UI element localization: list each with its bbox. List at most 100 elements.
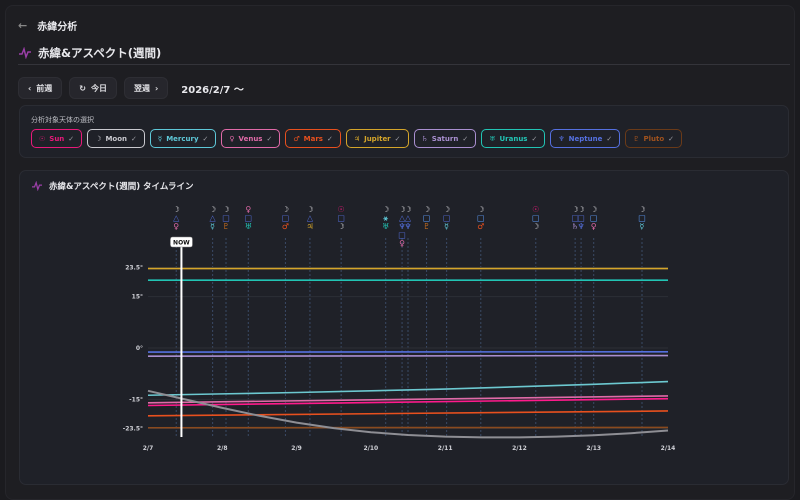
aspect-glyph: □: [337, 214, 345, 223]
body-chip-moon[interactable]: ☽ Moon ✓: [87, 129, 145, 148]
aspect-glyph: ☽: [209, 205, 216, 214]
selector-title: 分析対象天体の選択: [31, 116, 94, 124]
sun-symbol-icon: ☉: [39, 134, 46, 143]
aspect-glyph: △: [173, 214, 180, 223]
aspect-glyph: ♀: [173, 222, 179, 231]
aspect-glyph: ♆: [404, 222, 411, 231]
jupiter-symbol-icon: ♃: [353, 134, 361, 143]
x-tick-label: 2/13: [586, 445, 601, 452]
check-icon: ✓: [394, 134, 401, 143]
series-line-sun: [147, 397, 669, 407]
aspect-glyph: △: [307, 214, 314, 223]
breadcrumb: 赤緯分析: [37, 22, 78, 33]
aspect-glyph: ☉: [338, 205, 345, 214]
aspect-glyph: □: [571, 214, 579, 223]
series-line-mercury: [147, 380, 669, 397]
moon-symbol-icon: ☽: [95, 134, 102, 143]
aspect-glyph: ♅: [245, 222, 252, 231]
body-chip-sun[interactable]: ☉ Sun ✓: [31, 129, 83, 148]
aspect-glyph: ☽: [222, 205, 229, 214]
pluto-symbol-icon: ♇: [633, 134, 640, 143]
body-chip-label: Neptune: [568, 134, 603, 143]
date-range: 2026/2/7 〜: [181, 84, 244, 96]
next-week-label: 翌週: [134, 83, 150, 93]
aspect-glyph: □: [423, 214, 431, 223]
aspect-glyph: ☽: [398, 205, 405, 214]
venus-symbol-icon: ♀: [229, 134, 235, 143]
aspect-glyph: ♂: [477, 222, 484, 231]
aspect-glyph: ♄: [572, 222, 579, 231]
aspect-glyph: ☽: [572, 205, 579, 214]
body-chip-list: ☉ Sun ✓ ☽ Moon ✓ ☿ Mercury ✓ ♀ Venus ✓ ♂ Mars ✓ ♃ Jupite…: [31, 129, 683, 148]
aspect-glyph: ♇: [222, 222, 229, 231]
aspect-glyph: ♀: [399, 239, 405, 248]
body-selector-panel: 分析対象天体の選択 ☉ Sun ✓ ☽ Moon ✓ ☿ Mercury ✓ ♀ Venus ✓ ♂ Ma…: [19, 105, 789, 158]
aspect-glyph: □: [638, 214, 646, 223]
aspect-glyph: ♆: [577, 222, 584, 231]
y-tick-label: -15°: [129, 396, 143, 403]
body-chip-saturn[interactable]: ♄ Saturn ✓: [413, 129, 477, 148]
body-chip-label: Mars: [303, 134, 323, 143]
aspect-glyph: ⚹: [382, 214, 388, 223]
series-line-moon: [147, 389, 669, 439]
next-week-button[interactable]: 翌週 ›: [124, 77, 169, 99]
body-chip-mars[interactable]: ♂ Mars ✓: [285, 129, 341, 148]
chart-title: 赤緯&アスペクト(週間) タイムライン: [49, 182, 194, 192]
x-tick-label: 2/9: [291, 445, 302, 452]
aspect-glyph: ☽: [477, 205, 484, 214]
now-badge: [170, 236, 193, 248]
uranus-symbol-icon: ♅: [489, 134, 496, 143]
body-chip-label: Uranus: [499, 134, 528, 143]
body-chip-label: Moon: [105, 134, 128, 143]
body-chip-label: Venus: [238, 134, 263, 143]
aspect-glyph: □: [532, 214, 540, 223]
prev-week-button[interactable]: ‹ 前週: [18, 77, 63, 99]
check-icon: ✓: [68, 134, 75, 143]
refresh-icon: ↻: [79, 83, 86, 93]
aspect-glyph: △: [210, 214, 217, 223]
body-chip-venus[interactable]: ♀ Venus ✓: [221, 129, 281, 148]
check-icon: ✓: [462, 134, 469, 143]
aspect-glyph: ♀: [245, 205, 251, 214]
today-label: 今日: [91, 83, 107, 93]
aspect-glyph: ☽: [590, 205, 597, 214]
check-icon: ✓: [531, 134, 538, 143]
series-line-venus: [147, 395, 669, 404]
aspect-glyph: ☽: [532, 222, 539, 231]
aspect-glyph: □: [477, 214, 485, 223]
body-chip-label: Sun: [49, 134, 65, 143]
aspect-glyph: ☿: [444, 222, 449, 231]
top-bar: ← 赤緯分析: [18, 18, 77, 33]
saturn-symbol-icon: ♄: [421, 134, 428, 143]
aspect-glyph: ♇: [423, 222, 430, 231]
now-label: NOW: [173, 240, 190, 247]
prev-week-label: 前週: [36, 83, 53, 93]
arrow-left-icon[interactable]: ←: [18, 19, 28, 32]
aspect-glyph: △: [399, 214, 406, 223]
body-chip-mercury[interactable]: ☿ Mercury ✓: [149, 129, 217, 148]
body-chip-uranus[interactable]: ♅ Uranus ✓: [481, 129, 546, 148]
aspect-glyph: □: [398, 231, 406, 240]
check-icon: ✓: [202, 134, 209, 143]
x-tick-label: 2/7: [143, 445, 154, 452]
body-chip-pluto[interactable]: ♇ Pluto ✓: [625, 129, 683, 148]
aspect-glyph: ☽: [577, 205, 584, 214]
page-title: 赤緯&アスペクト(週間): [38, 46, 162, 60]
aspect-glyph: ☉: [532, 205, 539, 214]
body-chip-label: Saturn: [431, 134, 459, 143]
aspect-glyph: □: [222, 214, 230, 223]
y-tick-label: 0°: [136, 345, 143, 352]
aspect-glyph: □: [590, 214, 598, 223]
body-chip-jupiter[interactable]: ♃ Jupiter ✓: [345, 129, 409, 148]
body-chip-label: Mercury: [166, 134, 199, 143]
aspect-glyph: ♆: [398, 222, 405, 231]
aspect-glyph: ☽: [173, 205, 180, 214]
today-button[interactable]: ↻ 今日: [69, 77, 117, 99]
chevron-left-icon: ‹: [28, 83, 32, 93]
check-icon: ✓: [266, 134, 273, 143]
week-navigation: ‹ 前週 ↻ 今日 翌週 › 2026/2/7 〜: [18, 77, 244, 99]
body-chip-neptune[interactable]: ♆ Neptune ✓: [550, 129, 621, 148]
aspect-glyph: ♃: [306, 222, 313, 231]
series-line-mars: [147, 410, 669, 417]
